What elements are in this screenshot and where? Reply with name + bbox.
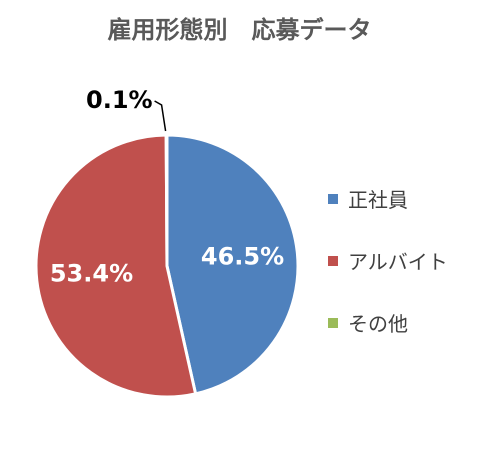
data-label-parttime: 53.4%	[50, 260, 133, 288]
leader-line-other	[154, 100, 167, 132]
slice-other	[164, 133, 169, 267]
legend-item-other: その他	[328, 308, 408, 337]
legend-label: アルバイト	[348, 250, 448, 274]
data-label-regular: 46.5%	[201, 243, 284, 271]
slice-regular	[165, 133, 300, 396]
legend-swatch	[328, 255, 338, 266]
data-label-other: 0.1%	[86, 86, 153, 114]
slice-parttime	[34, 133, 198, 399]
legend-label: 正社員	[348, 188, 408, 212]
legend-swatch	[328, 193, 338, 204]
legend-item-regular: 正社員	[328, 184, 408, 213]
legend-label: その他	[348, 312, 408, 336]
legend-item-parttime: アルバイト	[328, 246, 448, 275]
legend-swatch	[328, 317, 338, 328]
chart-title: 雇用形態別 応募データ	[107, 16, 372, 44]
